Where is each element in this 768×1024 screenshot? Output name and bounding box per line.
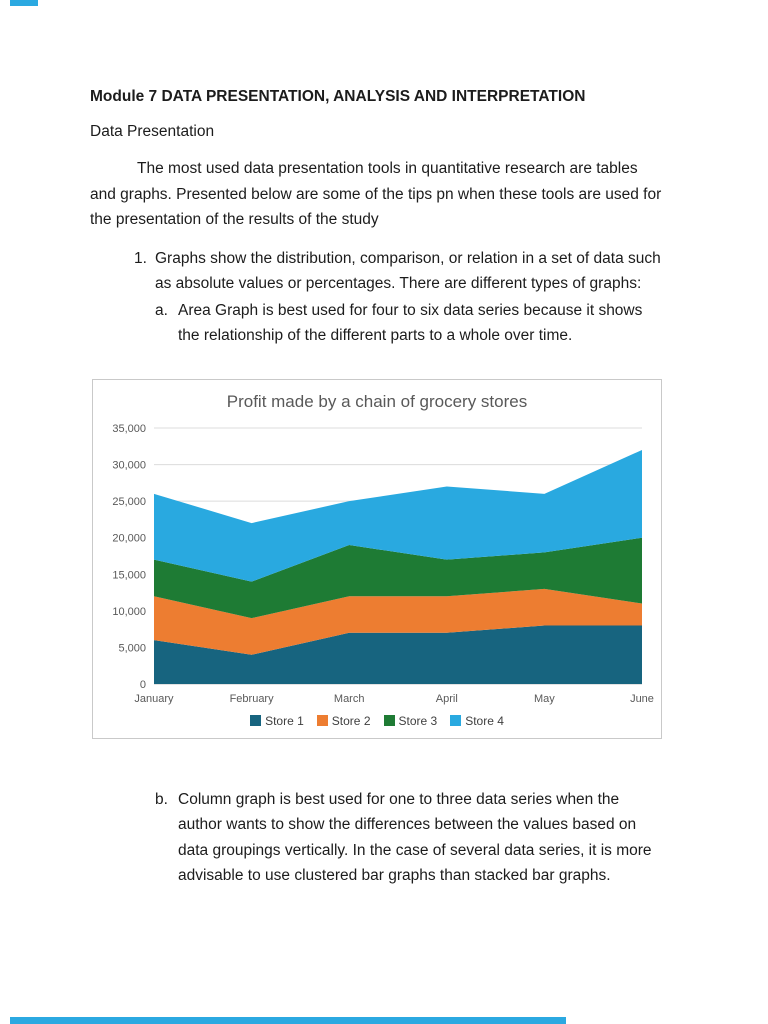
x-axis-tick-label: June: [630, 693, 654, 705]
legend-swatch: [316, 715, 328, 726]
intro-paragraph: The most used data presentation tools in…: [90, 160, 662, 228]
list-item-1b: b. Column graph is best used for one to …: [90, 787, 664, 889]
list-item-1-text: Graphs show the distribution, comparison…: [155, 249, 661, 293]
y-axis-tick-label: 5,000: [118, 642, 146, 654]
legend-swatch: [450, 715, 462, 726]
area-chart: 0 5,000 10,000 15,000 20,000 25,000 30,000 35,0…: [112, 423, 654, 705]
legend-item: Store 3: [383, 713, 438, 728]
x-axis-tick-label: January: [134, 693, 174, 705]
y-axis-tick-label: 20,000: [112, 532, 146, 544]
adjacent-page-fragment-top: [10, 0, 38, 6]
area-series-store-2: [154, 588, 642, 655]
list-item-1-number: 1.: [134, 249, 147, 267]
adjacent-page-fragment-bottom: [10, 1017, 566, 1024]
y-axis-tick-label: 10,000: [112, 605, 146, 617]
module-title: Module 7 DATA PRESENTATION, ANALYSIS AND…: [90, 88, 586, 105]
y-axis-tick-label: 15,000: [112, 569, 146, 581]
chart-title: Profit made by a chain of grocery stores: [226, 391, 528, 411]
x-axis-tick-label: February: [230, 693, 275, 705]
list-item-1a-text: Area Graph is best used for four to six …: [178, 301, 643, 345]
legend-swatch: [250, 715, 262, 726]
x-axis-tick-label: March: [334, 693, 365, 705]
x-axis-tick-label: May: [534, 693, 555, 705]
area-chart-panel: Profit made by a chain of grocery stores…: [92, 378, 662, 739]
legend-label: Store 3: [398, 713, 438, 728]
y-axis-tick-label: 0: [140, 679, 146, 691]
list-item-1a: a. Area Graph is best used for four to s…: [90, 298, 664, 349]
legend-item: Store 2: [316, 713, 371, 728]
legend-item: Store 4: [450, 714, 504, 728]
legend-label: Store 1: [265, 713, 304, 728]
list-item-1a-letter: a.: [155, 301, 168, 319]
chart-legend: Store 1 Store 2 Store 3 Store 4: [100, 714, 654, 728]
y-axis-tick-label: 30,000: [112, 459, 146, 471]
area-series-store-3: [154, 537, 642, 618]
x-axis-tick-label: April: [436, 693, 458, 705]
area-series-store-4: [154, 449, 642, 582]
y-axis-tick-label: 25,000: [112, 496, 146, 508]
area-series-store-1: [154, 624, 642, 684]
list-item-1b-letter: b.: [155, 790, 168, 808]
list-item-1b-text: Column graph is best used for one to thr…: [178, 790, 652, 885]
legend-label: Store 4: [465, 713, 504, 728]
legend-item: Store 1: [250, 714, 304, 728]
legend-label: Store 2: [331, 713, 371, 728]
y-axis-tick-label: 35,000: [112, 423, 146, 435]
list-item-1: 1. Graphs show the distribution, compari…: [90, 246, 664, 297]
legend-swatch: [383, 715, 395, 726]
section-heading: Data Presentation: [90, 123, 215, 140]
